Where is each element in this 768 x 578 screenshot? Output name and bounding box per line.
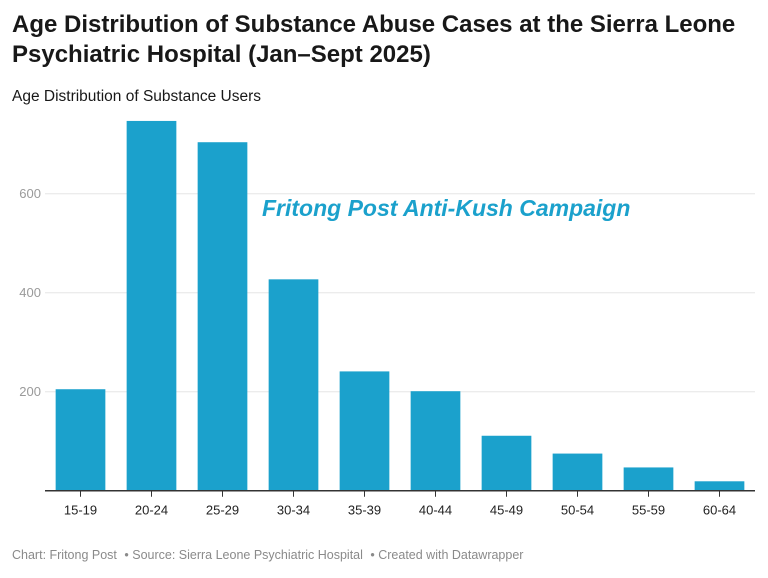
bar-25-29 [197, 142, 248, 491]
chart-credit: Chart: Fritong Post [12, 548, 117, 562]
chart-title: Age Distribution of Substance Abuse Case… [12, 11, 736, 68]
bar-60-64 [694, 481, 745, 491]
bar-20-24 [126, 120, 177, 491]
y-tick-label: 200 [19, 384, 41, 399]
annotation-label: Fritong Post Anti-Kush Campaign [262, 195, 630, 221]
y-tick-label: 400 [19, 285, 41, 300]
y-tick-label: 600 [19, 186, 41, 201]
x-tick-label: 40-44 [419, 503, 452, 518]
bar-50-54 [552, 453, 603, 491]
bar-chart: 200 400 600 15-19 20-24 25-29 30-34 35-39 40-44… [19, 120, 755, 518]
x-tick-label: 30-34 [277, 503, 310, 518]
bar-40-44 [410, 391, 461, 491]
created-with-credit: • Created with Datawrapper [370, 548, 524, 562]
chart-subtitle: Age Distribution of Substance Users [12, 88, 261, 105]
footer: Chart: Fritong Post • Source: Sierra Leo… [12, 548, 527, 562]
x-tick-label: 55-59 [632, 503, 665, 518]
bar-55-59 [623, 467, 674, 491]
x-tick-label: 45-49 [490, 503, 523, 518]
x-tick-label: 35-39 [348, 503, 381, 518]
x-tick-label: 15-19 [64, 503, 97, 518]
x-tick-label: 20-24 [135, 503, 168, 518]
x-tick-label: 25-29 [206, 503, 239, 518]
bar-45-49 [481, 435, 532, 491]
source-credit: • Source: Sierra Leone Psychiatric Hospi… [124, 548, 363, 562]
bar-35-39 [339, 371, 390, 491]
x-tick-label: 60-64 [703, 503, 736, 518]
bar-15-19 [55, 389, 106, 491]
x-tick-label: 50-54 [561, 503, 594, 518]
bar-30-34 [268, 279, 319, 491]
